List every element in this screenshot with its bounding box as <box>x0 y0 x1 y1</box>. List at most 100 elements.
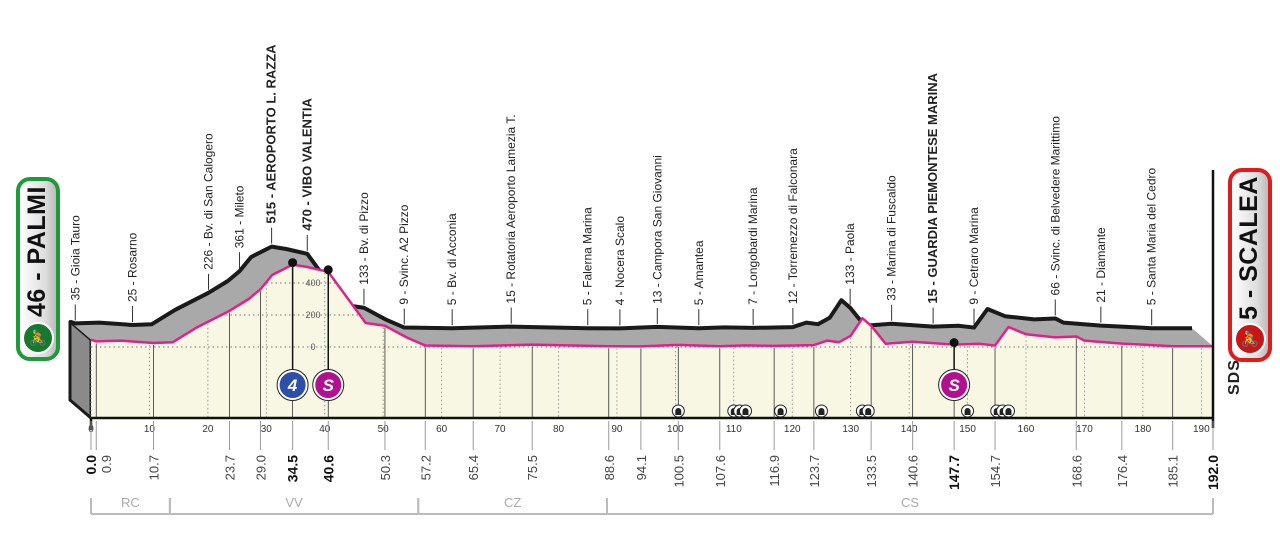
province-label: CS <box>901 495 919 510</box>
start-badge: 46 - PALMI 🚴 <box>16 177 60 361</box>
x-tick-label: 110 <box>726 424 742 435</box>
start-label: 46 - PALMI <box>23 186 51 317</box>
province-label: RC <box>121 495 140 510</box>
x-tick-label: 140 <box>901 424 918 435</box>
waypoint-km-label: 116.9 <box>767 455 782 487</box>
climb-category-icon <box>277 370 308 400</box>
waypoint-km-label: 154.7 <box>988 455 1003 488</box>
waypoint-label: 9 - Svinc. A2 Pizzo <box>397 204 411 304</box>
x-tick-label: 190 <box>1193 424 1210 435</box>
x-tick-label: 60 <box>436 424 448 435</box>
waypoint-label: 4 - Nocera Scalo <box>613 216 627 306</box>
profile-top-edge <box>69 244 1192 331</box>
x-tick-label: 180 <box>1135 424 1152 435</box>
waypoint-label: 226 - Bv. di San Calogero <box>201 133 215 270</box>
sprint-icon <box>939 370 970 400</box>
waypoint-label: 35 - Gioia Tauro <box>68 215 82 300</box>
climb-marker-label: 4 <box>287 376 298 395</box>
waypoint-label: 15 - GUARDIA PIEMONTESE MARINA <box>925 72 940 303</box>
x-tick-label: 170 <box>1076 424 1093 435</box>
waypoint-label: 13 - Campora San Giovanni <box>650 155 664 304</box>
x-tick-label: 120 <box>784 424 801 435</box>
elevation-tick-label: 0 <box>311 342 316 352</box>
province-label: CZ <box>504 495 521 510</box>
cyclist-icon: 🚴 <box>22 322 54 354</box>
waypoint-label: 515 - AEROPORTO L. RAZZA <box>264 44 279 224</box>
sprint-marker-label: S <box>323 376 335 395</box>
profile-shadow <box>70 246 1213 347</box>
road-profile-line <box>90 263 1213 348</box>
waypoint-label: 25 - Rosarno <box>126 232 140 302</box>
waypoint-km-label: 185.1 <box>1166 455 1181 488</box>
waypoint-km-label: 147.7 <box>946 455 962 490</box>
waypoint-km-label: 34.5 <box>285 455 301 482</box>
elevation-tick-label: 200 <box>306 310 321 320</box>
cyclist-icon: 🚴 <box>1234 323 1266 355</box>
waypoint-km-label: 23.7 <box>222 455 237 480</box>
waypoint-label: 66 - Svinc. di Belvedere Marittimo <box>1048 116 1062 296</box>
waypoint-km-label: 29.0 <box>253 455 268 480</box>
x-tick-label: 70 <box>495 424 507 435</box>
waypoint-label: 21 - Diamante <box>1094 227 1108 303</box>
x-tick-label: 10 <box>144 424 156 435</box>
waypoint-km-label: 88.6 <box>602 455 617 480</box>
waypoint-km-label: 133.5 <box>864 455 879 488</box>
waypoint-km-label: 94.1 <box>634 455 649 480</box>
x-tick-label: 160 <box>1018 424 1035 435</box>
waypoint-km-label: 10.7 <box>147 455 162 480</box>
waypoint-km-label: 107.6 <box>713 455 728 488</box>
x-tick-label: 50 <box>378 424 390 435</box>
waypoint-label: 9 - Cetraro Marina <box>967 207 981 305</box>
waypoint-km-label: 0.0 <box>83 455 99 475</box>
waypoint-km-label: 140.6 <box>906 455 921 488</box>
climb-marker-dot <box>288 258 298 268</box>
tunnel-icon-glyph <box>675 408 682 415</box>
x-tick-label: 90 <box>611 424 623 435</box>
waypoint-label: 5 - Santa Maria del Cedro <box>1145 167 1159 305</box>
x-tick-label: 100 <box>667 424 684 435</box>
waypoint-label: 361 - Mileto <box>232 185 246 248</box>
tunnel-icon-glyph <box>742 408 749 415</box>
marker-ring <box>276 369 309 401</box>
x-tick-label: 40 <box>319 424 331 435</box>
sprint-marker-dot <box>949 338 959 348</box>
tunnel-icon-glyph <box>1005 408 1012 415</box>
x-tick-label: 20 <box>202 424 214 435</box>
waypoint-label: 133 - Paola <box>843 223 857 285</box>
tunnel-icon-glyph <box>964 408 971 415</box>
waypoint-label: 7 - Longobardi Marina <box>746 187 760 305</box>
waypoint-label: 5 - Falerna Marina <box>581 207 595 305</box>
waypoint-km-label: 40.6 <box>320 455 336 482</box>
sprint-marker-label: S <box>948 376 960 395</box>
waypoint-label: 12 - Torremezzo di Falconara <box>786 148 800 304</box>
tunnel-icon-glyph <box>865 408 872 415</box>
finish-label: 5 - SCALEA <box>1235 176 1263 320</box>
waypoint-label: 33 - Marina di Fuscaldo <box>885 175 899 301</box>
profile-fill <box>91 264 1213 418</box>
x-tick-label: 30 <box>261 424 273 435</box>
waypoint-label: 133 - Bv. di Pizzo <box>357 192 371 285</box>
waypoint-km-label: 192.0 <box>1205 455 1221 490</box>
waypoint-km-label: 57.2 <box>418 455 433 480</box>
x-tick-label: 150 <box>959 424 976 435</box>
tunnel-icon-glyph <box>818 408 825 415</box>
sds-logo: SDS <box>1226 359 1243 395</box>
waypoint-label: 470 - VIBO VALENTIA <box>299 98 314 231</box>
marker-ring <box>312 369 345 401</box>
x-tick-label: 80 <box>553 424 565 435</box>
waypoint-km-label: 0.9 <box>99 455 114 473</box>
waypoint-km-label: 65.4 <box>466 455 481 480</box>
sprint-marker-dot <box>323 265 333 275</box>
waypoint-km-label: 168.6 <box>1069 455 1084 488</box>
waypoint-km-label: 50.3 <box>378 455 393 480</box>
waypoint-label: 5 - Bv. di Acconia <box>445 213 459 305</box>
waypoint-km-label: 75.5 <box>525 455 540 480</box>
waypoint-km-label: 123.7 <box>807 455 822 488</box>
finish-badge: 5 - SCALEA 🚴 <box>1228 168 1272 362</box>
sprint-icon <box>313 370 344 400</box>
marker-ring <box>938 369 971 401</box>
elevation-tick-label: 400 <box>306 278 321 288</box>
waypoint-label: 5 - Amantea <box>692 240 706 305</box>
waypoint-km-label: 100.5 <box>671 455 686 488</box>
